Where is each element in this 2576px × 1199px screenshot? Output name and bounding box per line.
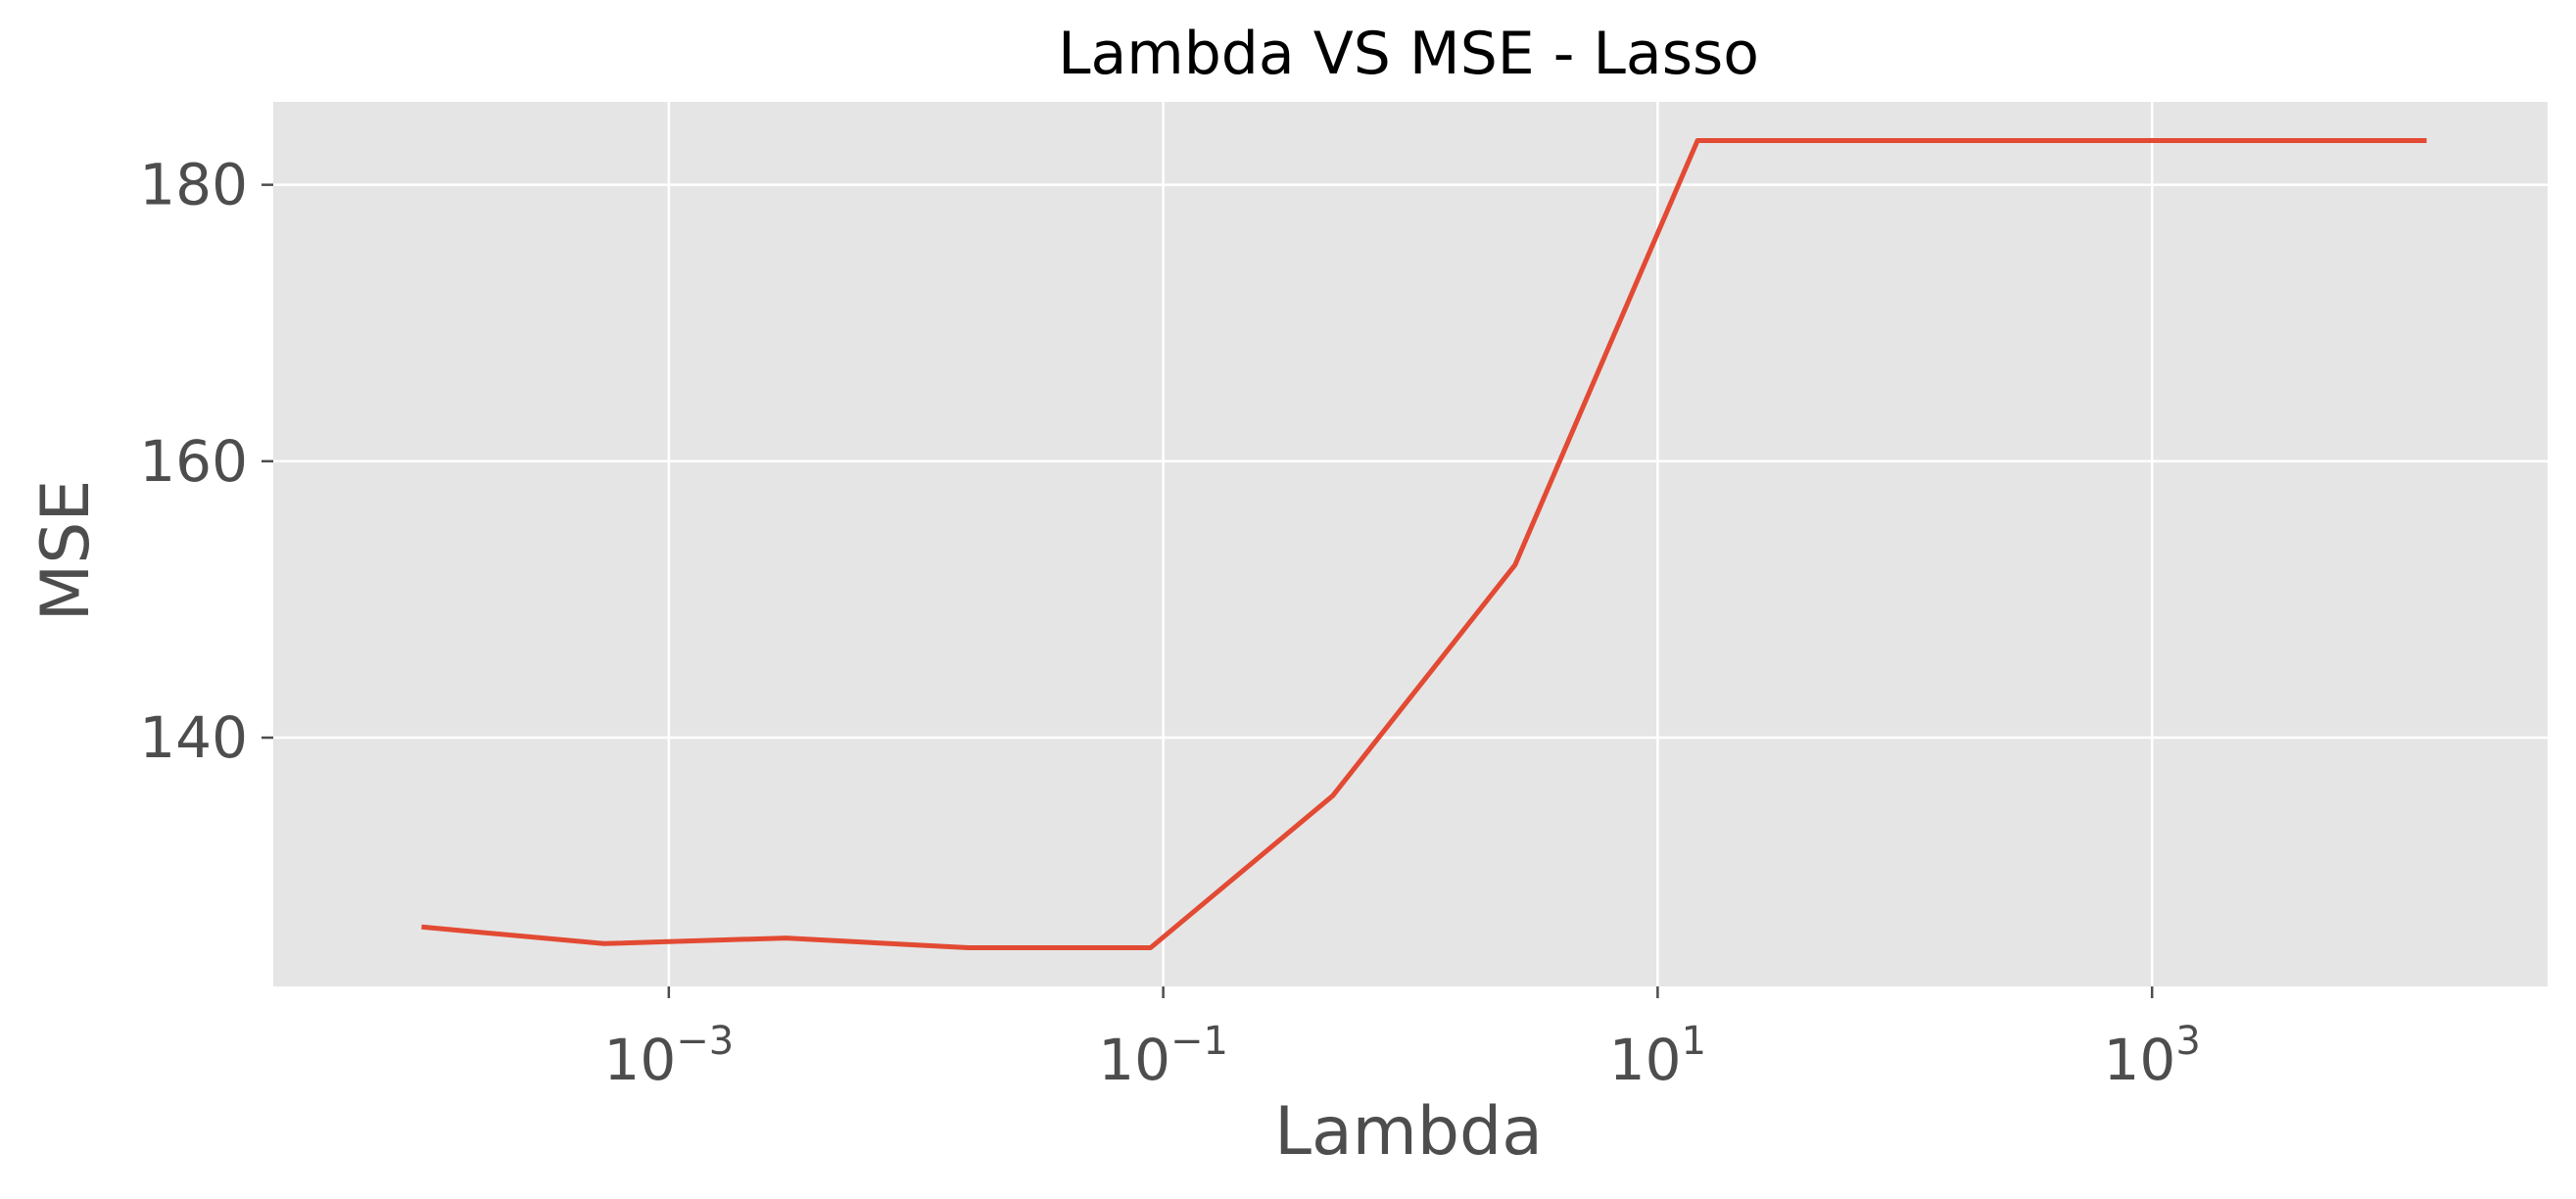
mse-series-line [421,138,2427,950]
x-tick-base: 10 [603,1027,676,1093]
x-tick-label: 103 [2104,1019,2201,1093]
x-tick-base: 10 [2104,1027,2176,1093]
plot-area [273,102,2548,986]
y-axis-label: MSE [27,480,105,622]
y-tick-label: 160 [139,428,248,495]
y-tick-label: 140 [139,704,248,771]
y-tick-label: 180 [139,152,248,218]
x-tick-label: 10−3 [603,1019,734,1093]
x-tick-base: 10 [1098,1027,1170,1093]
x-tick-exponent: 1 [1682,1019,1706,1064]
grid-lines [273,102,2548,986]
x-tick-label: 101 [1609,1019,1706,1093]
x-tick-exponent: −3 [676,1019,734,1064]
x-tick-exponent: −1 [1170,1019,1228,1064]
x-tick-base: 10 [1609,1027,1682,1093]
x-tick-label: 10−1 [1098,1019,1228,1093]
x-tick-exponent: 3 [2175,1019,2200,1064]
series-layer [421,138,2427,950]
chart-title: Lambda VS MSE - Lasso [1058,20,1759,88]
x-axis-label: Lambda [1274,1093,1543,1171]
